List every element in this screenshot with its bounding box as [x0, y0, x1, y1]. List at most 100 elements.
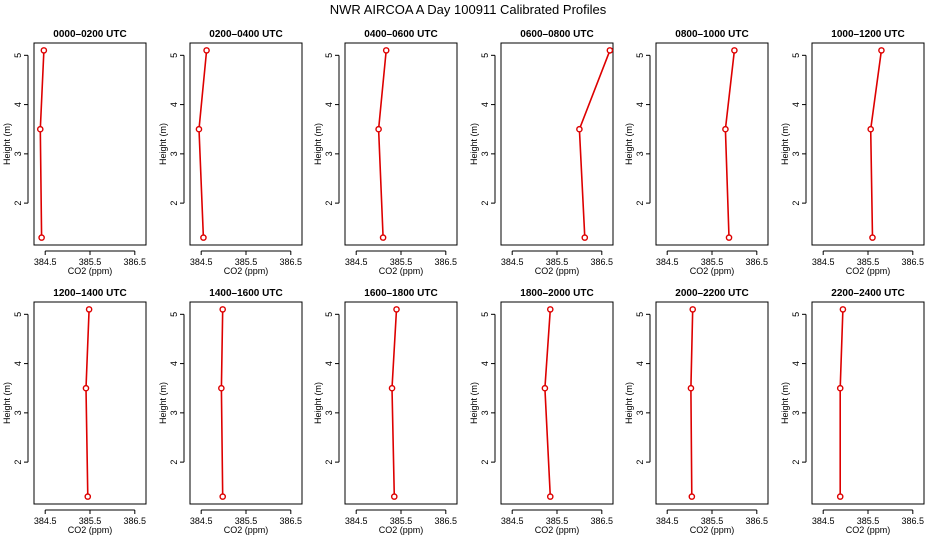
y-tick-label: 3 [13, 151, 23, 156]
y-tick-label: 4 [169, 102, 179, 107]
data-point [390, 493, 398, 500]
data-point [84, 493, 92, 500]
x-tick-label: 385.5 [857, 257, 880, 267]
profile-line [85, 309, 90, 497]
y-axis-label: Height (m) [469, 382, 479, 424]
y-tick-label: 3 [635, 410, 645, 415]
panel-8: 1400–1600 UTC 384.5 385.5 386.5 CO2 (ppm) 2 3 4… [158, 288, 303, 535]
data-point [388, 384, 396, 392]
plot-frame [655, 301, 769, 505]
x-tick-label: 385.5 [546, 516, 569, 526]
y-tick-label: 5 [324, 53, 334, 58]
x-tick-label: 386.5 [902, 516, 925, 526]
x-tick-label: 385.5 [79, 516, 102, 526]
profile-line [220, 309, 224, 497]
data-point [219, 493, 227, 500]
y-tick-label: 3 [480, 151, 490, 156]
data-point [219, 306, 227, 313]
x-tick-label: 386.5 [435, 257, 458, 267]
x-tick-label: 385.5 [546, 257, 569, 267]
y-axis-label: Height (m) [2, 382, 12, 424]
x-tick-label: 386.5 [591, 516, 614, 526]
y-tick-label: 4 [169, 361, 179, 366]
y-axis-label: Height (m) [624, 123, 634, 165]
data-point [836, 493, 844, 500]
profile-line [690, 309, 694, 497]
panel-5: 0800–1000 UTC 384.5 385.5 386.5 CO2 (ppm) 2 3 4… [624, 29, 769, 276]
plot-frame [811, 301, 925, 505]
data-point [722, 125, 729, 133]
y-tick-label: 2 [480, 460, 490, 465]
panels-grid: 0000–0200 UTC 384.5 385.5 386.5 CO2 (ppm) 2 3 4… [2, 29, 925, 535]
data-point [36, 125, 44, 133]
y-tick-label: 5 [791, 312, 801, 317]
x-tick-label: 384.5 [190, 516, 213, 526]
panel-title: 1600–1800 UTC [364, 288, 437, 299]
profile-line [578, 50, 611, 238]
profile-line [198, 50, 208, 238]
y-tick-label: 4 [635, 361, 645, 366]
data-point [541, 384, 549, 392]
data-point [606, 47, 614, 54]
x-tick-label: 386.5 [124, 516, 147, 526]
data-point [82, 384, 90, 392]
x-tick-label: 384.5 [656, 516, 679, 526]
y-tick-label: 2 [635, 460, 645, 465]
y-axis-label: Height (m) [780, 123, 790, 165]
y-tick-label: 3 [791, 410, 801, 415]
plot-frame [500, 301, 614, 505]
y-tick-label: 2 [169, 201, 179, 206]
y-tick-label: 5 [635, 312, 645, 317]
x-axis-label: CO2 (ppm) [68, 525, 113, 535]
plot-frame [189, 42, 303, 246]
x-axis-label: CO2 (ppm) [535, 266, 580, 276]
x-tick-label: 385.5 [235, 516, 258, 526]
y-tick-label: 3 [324, 151, 334, 156]
plot-frame [33, 301, 147, 505]
x-axis-label: CO2 (ppm) [535, 525, 580, 535]
data-point [731, 47, 738, 54]
profile-line [391, 309, 398, 497]
y-tick-label: 5 [480, 53, 490, 58]
y-tick-label: 2 [169, 460, 179, 465]
x-axis-label: CO2 (ppm) [846, 266, 891, 276]
y-tick-label: 3 [635, 151, 645, 156]
data-point [581, 234, 589, 241]
panel-title: 1400–1600 UTC [209, 288, 282, 299]
data-point [379, 234, 387, 241]
x-tick-label: 386.5 [902, 257, 925, 267]
panel-11: 2000–2200 UTC 384.5 385.5 386.5 CO2 (ppm) 2 3 4… [624, 288, 769, 535]
y-axis-label: Height (m) [624, 382, 634, 424]
x-tick-label: 385.5 [79, 257, 102, 267]
data-point [85, 306, 93, 313]
data-point [839, 306, 847, 313]
y-tick-label: 4 [791, 361, 801, 366]
x-axis-label: CO2 (ppm) [379, 525, 424, 535]
x-tick-label: 384.5 [345, 257, 368, 267]
plot-frame [811, 42, 925, 246]
x-tick-label: 386.5 [280, 257, 303, 267]
data-point [725, 234, 733, 241]
y-axis-label: Height (m) [313, 123, 323, 165]
plot-frame [189, 301, 303, 505]
y-tick-label: 5 [13, 53, 23, 58]
panel-3: 0400–0600 UTC 384.5 385.5 386.5 CO2 (ppm) 2 3 4… [313, 29, 458, 276]
x-tick-label: 386.5 [280, 516, 303, 526]
x-tick-label: 384.5 [34, 257, 57, 267]
y-tick-label: 3 [480, 410, 490, 415]
data-point [393, 306, 400, 313]
y-tick-label: 4 [480, 361, 490, 366]
panel-7: 1200–1400 UTC 384.5 385.5 386.5 CO2 (ppm) 2 3 4… [2, 288, 147, 535]
x-tick-label: 384.5 [501, 257, 524, 267]
panel-title: 1200–1400 UTC [53, 288, 126, 299]
plot-frame [344, 42, 458, 246]
panel-12: 2200–2400 UTC 384.5 385.5 386.5 CO2 (ppm) 2 3 4… [780, 288, 925, 535]
y-tick-label: 2 [635, 201, 645, 206]
y-tick-label: 4 [324, 102, 334, 107]
x-axis-label: CO2 (ppm) [224, 266, 269, 276]
y-tick-label: 4 [13, 102, 23, 107]
x-tick-label: 384.5 [812, 516, 835, 526]
y-tick-label: 5 [13, 312, 23, 317]
y-tick-label: 3 [324, 410, 334, 415]
panel-title: 0800–1000 UTC [675, 29, 748, 40]
